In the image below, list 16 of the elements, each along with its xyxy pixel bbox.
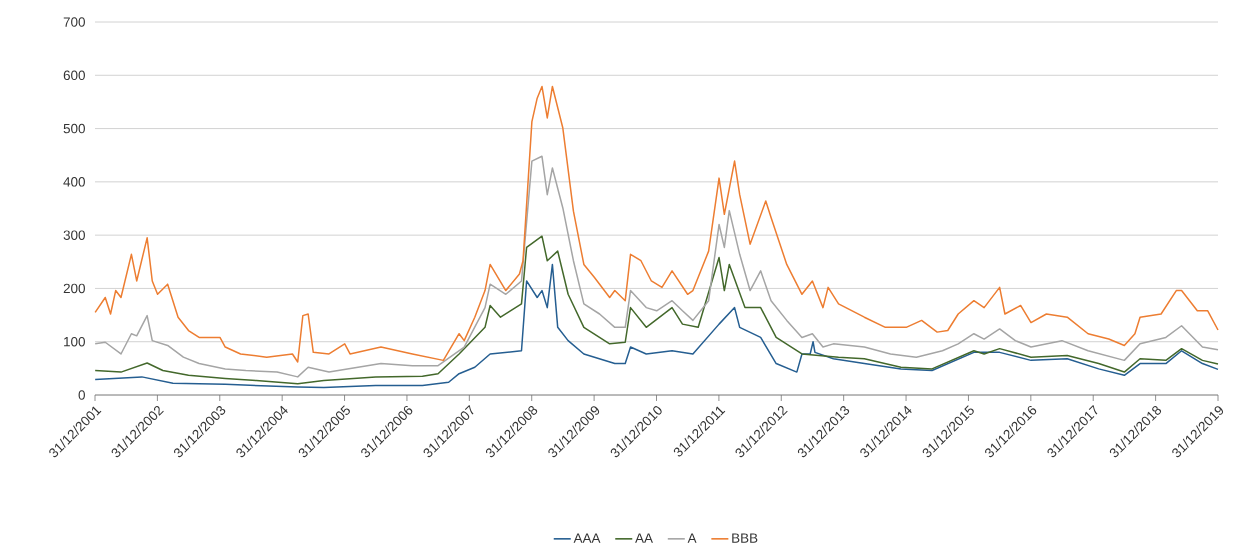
- legend-label: AA: [635, 533, 653, 543]
- y-tick-label: 100: [64, 336, 85, 347]
- y-tick-label: 700: [63, 17, 85, 27]
- line-series: [94, 85, 1219, 363]
- y-tick-label: 300: [63, 230, 85, 240]
- y-tick-label: 400: [63, 177, 85, 187]
- line-series: [94, 263, 1219, 389]
- legend-label: BBB: [732, 533, 758, 543]
- y-tick-label: 500: [63, 123, 85, 134]
- line-series: [94, 155, 1219, 378]
- y-tick-label: 600: [63, 70, 85, 81]
- y-tick-label: 0: [78, 390, 85, 400]
- legend-label: A: [687, 533, 697, 543]
- legend-label: AAA: [573, 533, 601, 543]
- line-series: [94, 235, 1219, 385]
- y-tick-label: 200: [63, 283, 85, 294]
